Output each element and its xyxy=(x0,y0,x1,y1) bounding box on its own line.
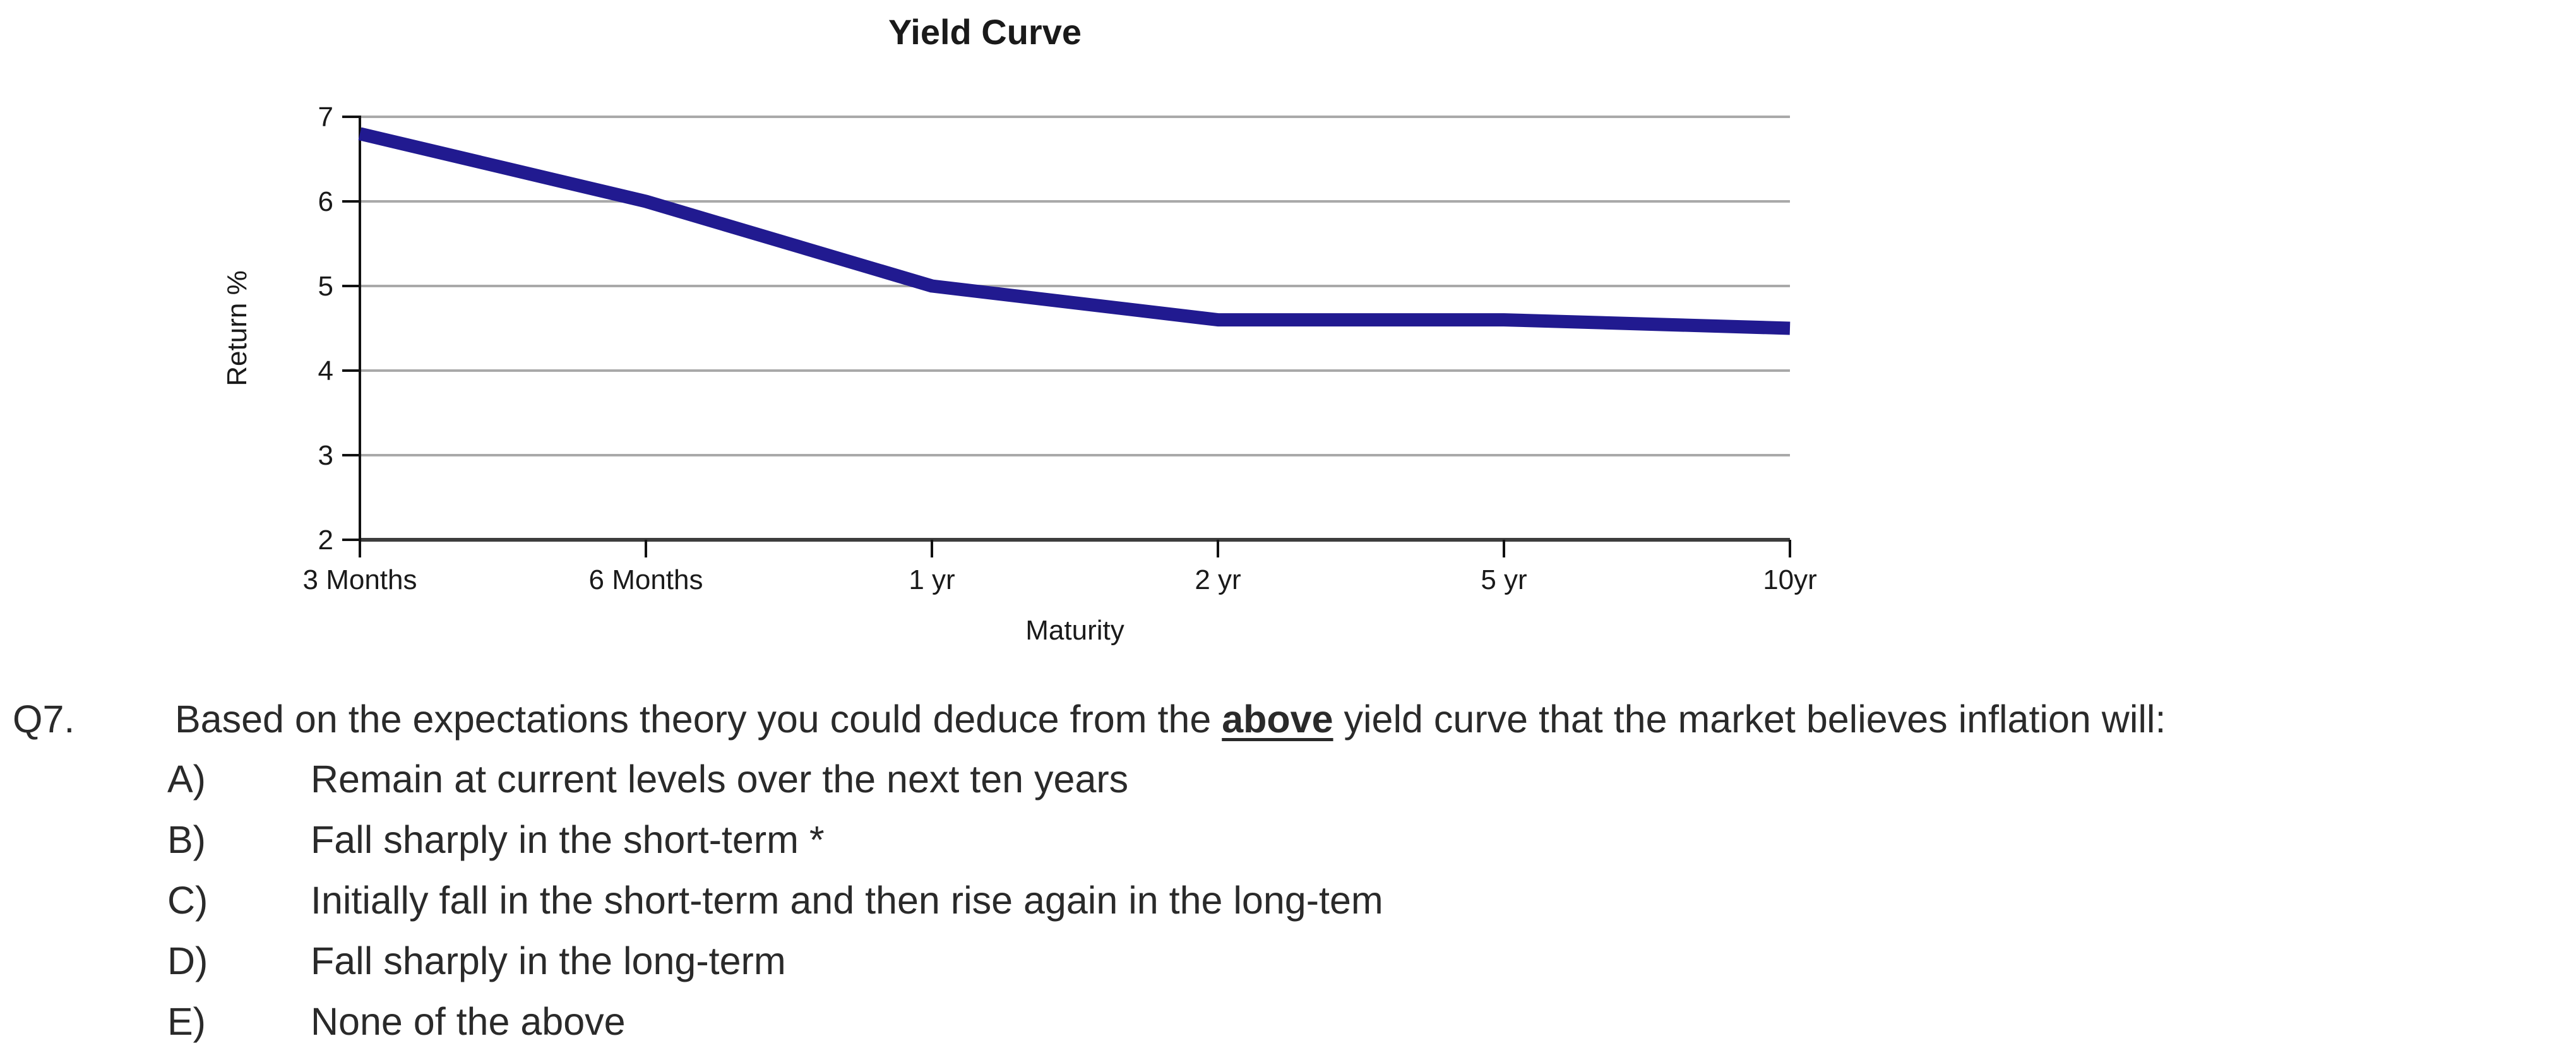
yield-curve-line xyxy=(358,127,1791,335)
question-block: Q7. Based on the expectations theory you… xyxy=(0,688,2576,1045)
question-text-after: yield curve that the market believes inf… xyxy=(1333,698,2166,741)
question-text-emphasis: above xyxy=(1222,698,1333,741)
y-tick-label: 3 xyxy=(318,440,333,471)
x-tick-label: 5 yr xyxy=(1481,564,1527,595)
x-tick-label: 2 yr xyxy=(1195,564,1241,595)
x-tick-label: 1 yr xyxy=(909,564,955,595)
yield-curve-chart: Yield Curve 2 3 4 5 6 7 3 Months 6 Months 1 yr 2 … xyxy=(222,12,1817,646)
y-tick-label: 5 xyxy=(318,271,333,302)
y-tick-label: 2 xyxy=(318,525,333,556)
y-tick-label: 6 xyxy=(318,186,333,217)
option-row: B) Fall sharply in the short-term * xyxy=(0,818,2576,878)
option-text: Fall sharply in the short-term * xyxy=(311,818,825,861)
option-letter: B) xyxy=(167,818,206,861)
x-tick-label: 3 Months xyxy=(303,564,417,595)
option-row: A) Remain at current levels over the nex… xyxy=(0,757,2576,818)
option-text: None of the above xyxy=(311,1000,626,1043)
x-tick-label: 6 Months xyxy=(589,564,703,595)
question-text-before: Based on the expectations theory you cou… xyxy=(175,698,1222,741)
option-letter: A) xyxy=(167,758,206,801)
chart-title: Yield Curve xyxy=(888,12,1082,52)
option-text: Remain at current levels over the next t… xyxy=(311,758,1129,801)
question-number: Q7. xyxy=(13,698,75,741)
chart-canvas: 2 3 4 5 6 7 3 Months 6 Months 1 yr 2 yr 5 yr 10yr Ma… xyxy=(222,102,1817,646)
y-tick-label: 7 xyxy=(318,102,333,133)
option-letter: E) xyxy=(167,1000,206,1043)
option-row: C) Initially fall in the short-term and … xyxy=(0,878,2576,939)
option-text: Initially fall in the short-term and the… xyxy=(311,879,1383,922)
y-tick-label: 4 xyxy=(318,355,333,386)
option-row: D) Fall sharply in the long-term xyxy=(0,939,2576,999)
question-text: Based on the expectations theory you cou… xyxy=(175,697,2166,741)
option-text: Fall sharply in the long-term xyxy=(311,939,786,982)
x-axis-title: Maturity xyxy=(1025,615,1124,646)
option-row: E) None of the above xyxy=(0,999,2576,1060)
y-axis-title: Return % xyxy=(222,270,253,386)
option-letter: C) xyxy=(167,879,208,922)
option-letter: D) xyxy=(167,939,208,982)
x-tick-label: 10yr xyxy=(1763,564,1817,595)
